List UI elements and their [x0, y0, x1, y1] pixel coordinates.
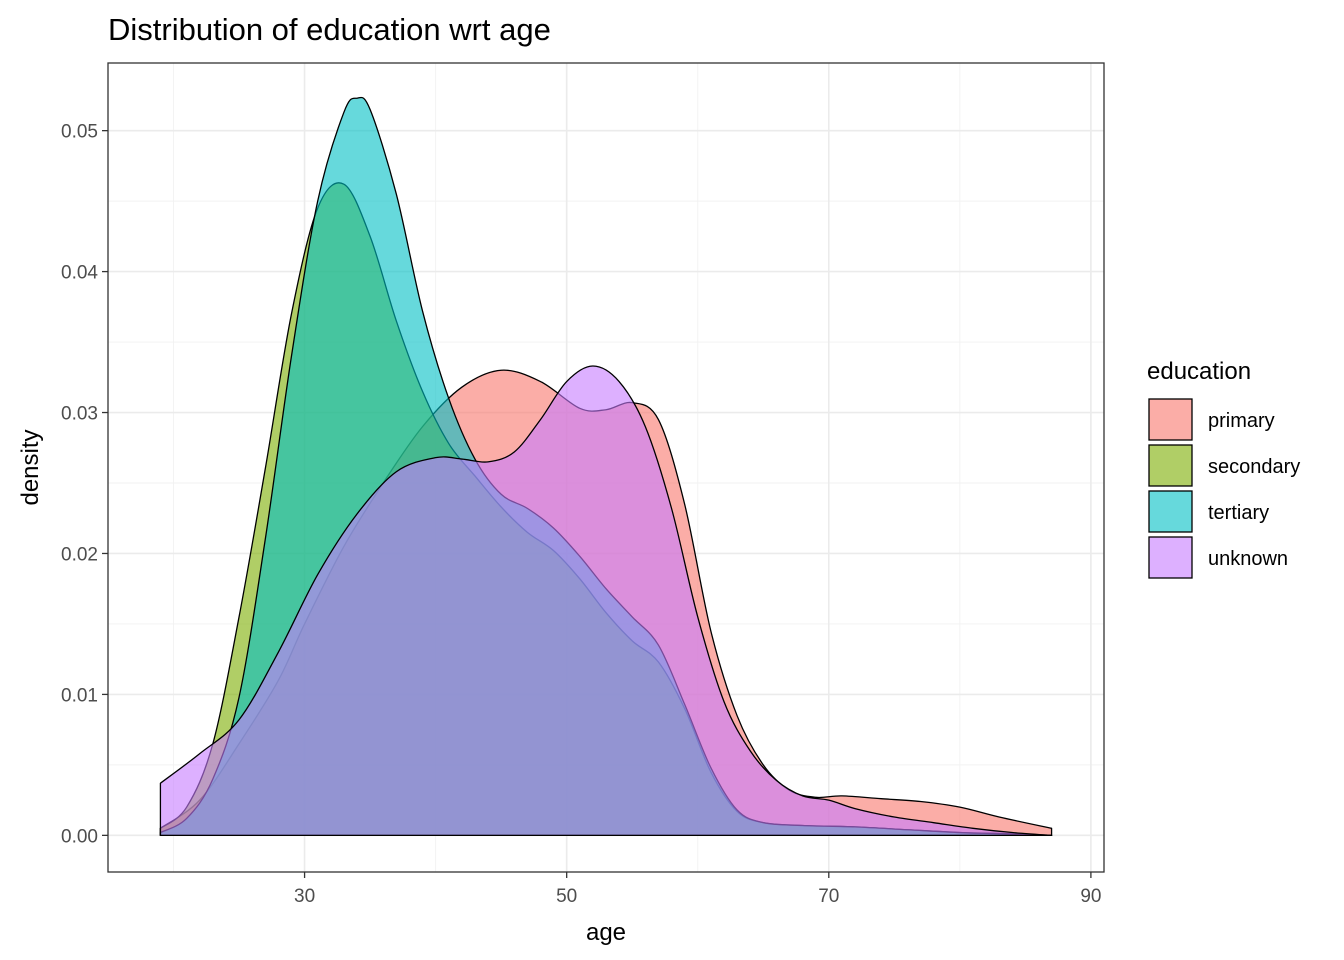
y-tick-label: 0.02	[61, 544, 98, 565]
legend-swatch-unknown	[1148, 536, 1193, 579]
legend: education primary secondary tertiary unknow…	[1147, 358, 1300, 579]
axes: 30 50 70 90 0.00 0.01 0.02 0.03 0.04 0.05	[61, 122, 1101, 907]
y-tick-label: 0.03	[61, 404, 98, 425]
legend-label-secondary: secondary	[1208, 456, 1300, 478]
legend-swatch-tertiary	[1148, 490, 1193, 533]
x-tick-label: 70	[818, 886, 839, 907]
x-tick-label: 30	[294, 886, 315, 907]
y-tick-label: 0.00	[61, 826, 98, 847]
legend-label-tertiary: tertiary	[1208, 502, 1269, 524]
x-tick-label: 90	[1080, 886, 1101, 907]
y-tick-label: 0.04	[61, 263, 98, 284]
legend-title: education	[1147, 358, 1251, 385]
x-axis-title: age	[586, 919, 626, 946]
chart-title: Distribution of education wrt age	[108, 12, 551, 47]
density-area-unknown	[159, 365, 1053, 837]
x-tick-label: 50	[556, 886, 577, 907]
legend-label-unknown: unknown	[1208, 548, 1288, 570]
density-areas	[159, 96, 1053, 837]
y-tick-label: 0.05	[61, 122, 98, 143]
y-axis-title: density	[17, 429, 44, 505]
panel-border	[107, 62, 1105, 873]
y-tick-label: 0.01	[61, 685, 98, 706]
legend-label-primary: primary	[1208, 410, 1275, 432]
legend-swatch-primary	[1148, 398, 1193, 441]
legend-swatch-secondary	[1148, 444, 1193, 487]
